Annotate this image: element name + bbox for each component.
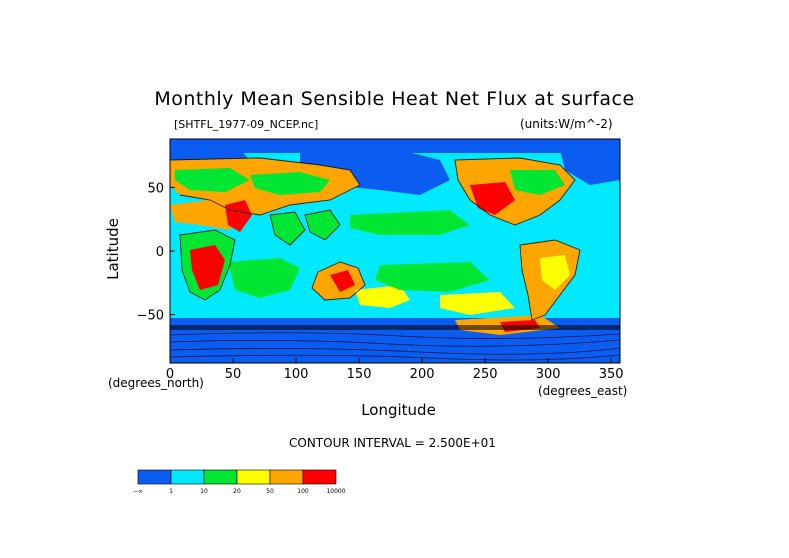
x-axis-ticks: 0 50 100 150 200 250 300 350 bbox=[166, 358, 624, 382]
colorbar-swatch-2 bbox=[203, 469, 238, 485]
heat-flux-field bbox=[170, 139, 620, 363]
x-tick-label-5: 250 bbox=[473, 367, 498, 382]
contour-interval-label: CONTOUR INTERVAL = 2.500E+01 bbox=[289, 436, 496, 450]
y-tick-label-2: −50 bbox=[137, 309, 164, 324]
x-tick-label-1: 50 bbox=[225, 367, 242, 382]
x-tick-label-0: 0 bbox=[166, 367, 174, 382]
colorbar-label-0: −∞ bbox=[133, 488, 143, 495]
colorbar-label-1: 1 bbox=[169, 488, 173, 495]
x-axis-units-right: (degrees_east) bbox=[538, 384, 628, 398]
y-tick-label-0: 50 bbox=[147, 181, 164, 196]
colorbar-label-3: 20 bbox=[233, 488, 241, 495]
y-axis-label: Latitude bbox=[103, 218, 122, 280]
colorbar-swatch-5 bbox=[302, 469, 337, 485]
colorbar-swatch-4 bbox=[269, 469, 304, 485]
colorbar-label-6: 10000 bbox=[326, 488, 345, 495]
file-label: [SHTFL_1977-09_NCEP.nc] bbox=[174, 118, 319, 131]
units-label: (units:W/m^-2) bbox=[520, 117, 613, 131]
x-tick-label-3: 150 bbox=[347, 367, 372, 382]
colorbar-label-5: 100 bbox=[297, 488, 309, 495]
x-tick-label-2: 100 bbox=[284, 367, 309, 382]
colorbar-label-4: 50 bbox=[266, 488, 274, 495]
plot-title: Monthly Mean Sensible Heat Net Flux at s… bbox=[154, 88, 635, 110]
x-axis-label: Longitude bbox=[361, 401, 436, 419]
colorbar-swatch-1 bbox=[170, 469, 205, 485]
x-tick-label-4: 200 bbox=[410, 367, 435, 382]
y-tick-label-1: 0 bbox=[156, 245, 164, 260]
colorbar-swatch-3 bbox=[236, 469, 271, 485]
colorbar-swatch-0 bbox=[137, 469, 172, 485]
colorbar: −∞ 1 10 20 50 100 10000 bbox=[133, 469, 346, 495]
x-tick-label-7: 350 bbox=[599, 367, 624, 382]
y-axis-ticks: 50 0 −50 bbox=[137, 181, 175, 324]
x-axis-units-left: (degrees_north) bbox=[108, 376, 204, 390]
colorbar-label-2: 10 bbox=[200, 488, 208, 495]
x-tick-label-6: 300 bbox=[536, 367, 561, 382]
